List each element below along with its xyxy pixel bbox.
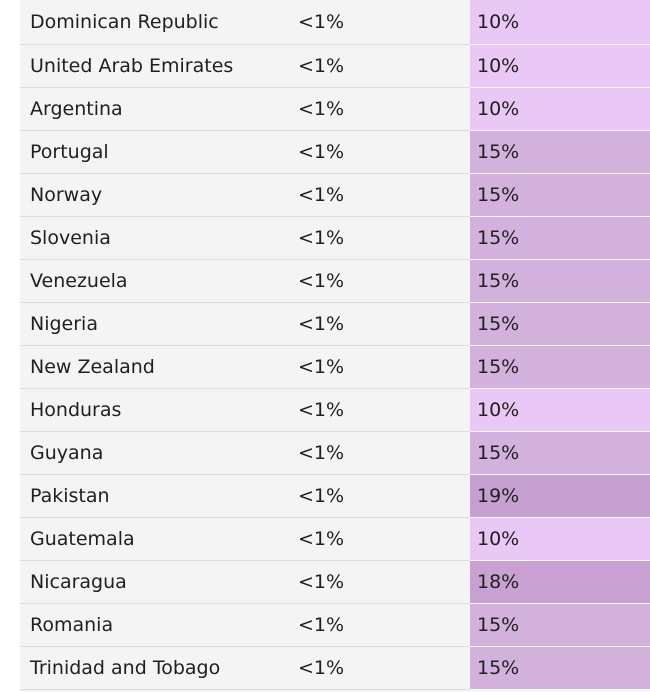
tariff-rate-cell: 15% — [470, 603, 650, 647]
tariff-rate-cell: 15% — [470, 345, 650, 389]
share-cell: <1% — [298, 517, 470, 561]
table-row: Norway <1% 15% — [20, 173, 650, 217]
table-row: Dominican Republic <1% 10% — [20, 0, 650, 45]
country-cell: Norway — [20, 173, 298, 217]
table-row: United Arab Emirates <1% 10% — [20, 44, 650, 88]
share-cell: <1% — [298, 87, 470, 131]
table-row: New Zealand <1% 15% — [20, 345, 650, 389]
table-row: Romania <1% 15% — [20, 603, 650, 647]
share-cell: <1% — [298, 431, 470, 475]
tariff-rate-cell: 15% — [470, 431, 650, 475]
country-cell: Trinidad and Tobago — [20, 646, 298, 690]
tariff-rate-cell: 19% — [470, 474, 650, 518]
table-row: Trinidad and Tobago <1% 15% — [20, 646, 650, 690]
table-body: Dominican Republic <1% 10% United Arab Emir… — [20, 0, 650, 690]
country-cell: Venezuela — [20, 259, 298, 303]
share-cell: <1% — [298, 173, 470, 217]
share-cell: <1% — [298, 474, 470, 518]
tariff-rate-cell: 15% — [470, 646, 650, 690]
tariff-rate-cell: 15% — [470, 216, 650, 260]
country-cell: Portugal — [20, 130, 298, 174]
table-row: Pakistan <1% 19% — [20, 474, 650, 518]
country-cell: Guyana — [20, 431, 298, 475]
share-cell: <1% — [298, 388, 470, 432]
tariff-rate-cell: 15% — [470, 173, 650, 217]
table-row: Nigeria <1% 15% — [20, 302, 650, 346]
share-cell: <1% — [298, 44, 470, 88]
country-cell: Argentina — [20, 87, 298, 131]
tariff-rate-cell: 10% — [470, 517, 650, 561]
table-row: Nicaragua <1% 18% — [20, 560, 650, 604]
table-row: Guyana <1% 15% — [20, 431, 650, 475]
country-cell: Nicaragua — [20, 560, 298, 604]
share-cell: <1% — [298, 259, 470, 303]
share-cell: <1% — [298, 345, 470, 389]
tariff-table-container: Dominican Republic <1% 10% United Arab Emir… — [20, 0, 650, 692]
country-cell: Romania — [20, 603, 298, 647]
tariff-rate-cell: 10% — [470, 0, 650, 45]
tariff-rate-cell: 10% — [470, 44, 650, 88]
tariff-rate-cell: 15% — [470, 302, 650, 346]
tariff-table: Dominican Republic <1% 10% United Arab Emir… — [20, 0, 650, 690]
country-cell: United Arab Emirates — [20, 44, 298, 88]
country-cell: New Zealand — [20, 345, 298, 389]
share-cell: <1% — [298, 560, 470, 604]
country-cell: Pakistan — [20, 474, 298, 518]
tariff-rate-cell: 15% — [470, 259, 650, 303]
share-cell: <1% — [298, 646, 470, 690]
country-cell: Dominican Republic — [20, 0, 298, 45]
table-row: Argentina <1% 10% — [20, 87, 650, 131]
table-row: Honduras <1% 10% — [20, 388, 650, 432]
country-cell: Guatemala — [20, 517, 298, 561]
share-cell: <1% — [298, 0, 470, 45]
country-cell: Nigeria — [20, 302, 298, 346]
country-cell: Slovenia — [20, 216, 298, 260]
share-cell: <1% — [298, 302, 470, 346]
share-cell: <1% — [298, 603, 470, 647]
table-row: Venezuela <1% 15% — [20, 259, 650, 303]
tariff-rate-cell: 15% — [470, 130, 650, 174]
table-row: Portugal <1% 15% — [20, 130, 650, 174]
table-row: Slovenia <1% 15% — [20, 216, 650, 260]
tariff-rate-cell: 10% — [470, 388, 650, 432]
share-cell: <1% — [298, 130, 470, 174]
country-cell: Honduras — [20, 388, 298, 432]
share-cell: <1% — [298, 216, 470, 260]
tariff-rate-cell: 18% — [470, 560, 650, 604]
tariff-rate-cell: 10% — [470, 87, 650, 131]
table-row: Guatemala <1% 10% — [20, 517, 650, 561]
